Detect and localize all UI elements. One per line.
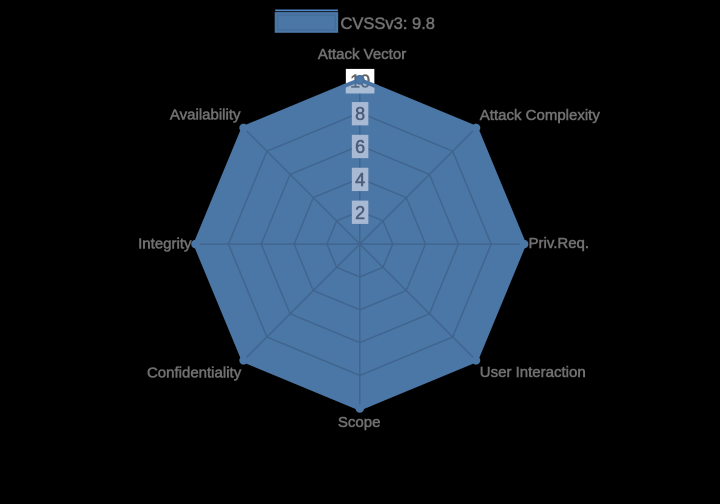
svg-text:CVSSv3: 9.8: CVSSv3: 9.8 [341, 15, 435, 33]
svg-text:8: 8 [355, 104, 365, 124]
svg-text:Availability: Availability [170, 107, 241, 124]
svg-text:Integrity: Integrity [138, 236, 192, 253]
svg-text:Priv.Req.: Priv.Req. [529, 235, 590, 252]
svg-text:Attack Complexity: Attack Complexity [480, 107, 601, 124]
svg-text:Scope: Scope [338, 414, 381, 431]
svg-text:6: 6 [355, 137, 365, 157]
svg-text:User Interaction: User Interaction [480, 364, 586, 381]
svg-text:4: 4 [355, 170, 365, 190]
svg-text:Attack Vector: Attack Vector [318, 46, 406, 63]
svg-text:Confidentiality: Confidentiality [147, 365, 242, 382]
svg-text:2: 2 [355, 203, 365, 223]
